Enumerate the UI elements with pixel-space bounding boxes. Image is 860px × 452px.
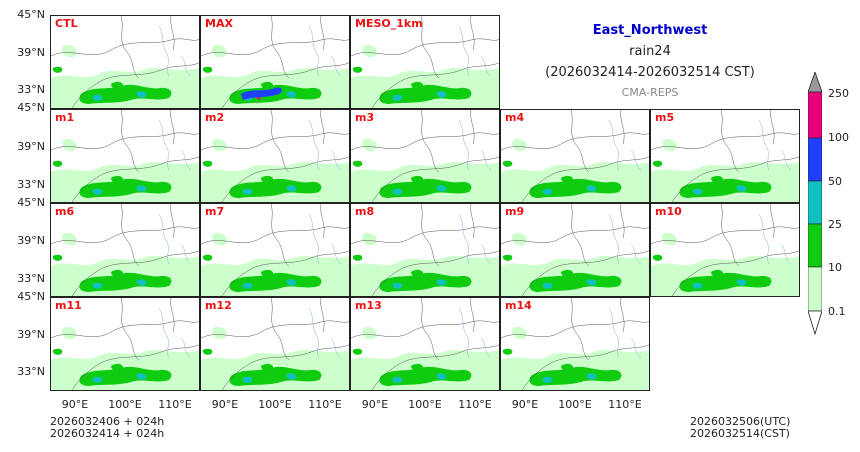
precip-map	[501, 298, 649, 390]
lon-label: 100°E	[258, 398, 292, 411]
colorbar-tick-label: 10	[828, 261, 842, 274]
lon-label: 110°E	[608, 398, 642, 411]
precip-map	[201, 298, 349, 390]
map-panel-ctl: CTL	[50, 15, 200, 109]
lat-label: 33°N	[17, 272, 45, 285]
lon-label: 110°E	[458, 398, 492, 411]
colorbar-bin-25-50	[807, 180, 823, 225]
map-panel-m4: m4	[500, 109, 650, 203]
panel-label: MAX	[205, 17, 233, 30]
map-panel-m9: m9	[500, 203, 650, 297]
map-panel-m1: m1	[50, 109, 200, 203]
precip-map	[651, 204, 799, 296]
lon-label: 110°E	[158, 398, 192, 411]
lat-label: 33°N	[17, 83, 45, 96]
lon-label: 100°E	[408, 398, 442, 411]
lat-label: 45°N	[17, 8, 45, 21]
panel-label: MESO_1km	[355, 17, 423, 30]
precip-map	[51, 204, 199, 296]
lat-label: 45°N	[17, 101, 45, 114]
lon-label: 100°E	[108, 398, 142, 411]
lon-label: 90°E	[511, 398, 539, 411]
model-title: CMA-REPS	[621, 86, 679, 99]
colorbar-tick-label: 25	[828, 218, 842, 231]
colorbar-bin-50-100	[807, 137, 823, 182]
map-panel-m14: m14	[500, 297, 650, 391]
panel-label: m8	[355, 205, 375, 218]
map-panel-m7: m7	[200, 203, 350, 297]
panel-label: m5	[655, 111, 675, 124]
precip-map	[351, 298, 499, 390]
map-panel-m10: m10	[650, 203, 800, 297]
lat-label: 39°N	[17, 46, 45, 59]
precip-map	[351, 110, 499, 202]
lon-label: 100°E	[558, 398, 592, 411]
panel-label: m7	[205, 205, 225, 218]
region-title: East_Northwest	[592, 23, 708, 38]
variable-title: rain24	[629, 44, 671, 59]
map-panel-m11: m11	[50, 297, 200, 391]
init-line-2: 2026032414 + 024h	[50, 427, 165, 440]
colorbar-tick-label: 100	[828, 131, 849, 144]
colorbar-tick-label: 0.1	[828, 305, 846, 318]
lon-label: 90°E	[211, 398, 239, 411]
panel-label: m10	[655, 205, 682, 218]
valid-time-cst: 2026032514(CST)	[690, 427, 790, 440]
precip-map	[201, 204, 349, 296]
panel-label: m1	[55, 111, 75, 124]
lat-label: 39°N	[17, 140, 45, 153]
init-time-info: 2026032406 + 024h 2026032414 + 024h	[50, 416, 164, 440]
period-title: (2026032414-2026032514 CST)	[545, 65, 755, 80]
lon-label: 90°E	[61, 398, 89, 411]
colorbar-extend-low	[807, 310, 823, 336]
panel-label: m4	[505, 111, 525, 124]
precip-map	[501, 204, 649, 296]
colorbar-bin-0.1-10	[807, 266, 823, 312]
lat-label: 33°N	[17, 365, 45, 378]
lat-label: 39°N	[17, 328, 45, 341]
lat-label: 45°N	[17, 196, 45, 209]
precip-map	[51, 298, 199, 390]
precip-map	[201, 16, 349, 108]
precip-map	[351, 204, 499, 296]
colorbar-extend-high	[807, 70, 823, 93]
colorbar	[807, 70, 823, 338]
map-panel-m5: m5	[650, 109, 800, 203]
panel-label: m13	[355, 299, 382, 312]
map-panel-m12: m12	[200, 297, 350, 391]
panel-label: m11	[55, 299, 82, 312]
panel-label: m2	[205, 111, 225, 124]
map-panel-m13: m13	[350, 297, 500, 391]
lat-label: 33°N	[17, 178, 45, 191]
colorbar-tick-label: 50	[828, 175, 842, 188]
lat-label: 39°N	[17, 234, 45, 247]
precip-map	[51, 110, 199, 202]
map-panel-m8: m8	[350, 203, 500, 297]
panel-label: m12	[205, 299, 232, 312]
precip-map	[351, 16, 499, 108]
valid-time-info: 2026032506(UTC) 2026032514(CST)	[690, 416, 790, 440]
map-panel-m2: m2	[200, 109, 350, 203]
colorbar-bin-10-25	[807, 223, 823, 268]
init-line-1: 2026032406 + 024h	[50, 415, 165, 428]
panel-label: CTL	[55, 17, 78, 30]
precip-map	[51, 16, 199, 108]
precip-map	[651, 110, 799, 202]
map-panel-m6: m6	[50, 203, 200, 297]
precip-map	[501, 110, 649, 202]
panel-label: m3	[355, 111, 375, 124]
panel-label: m9	[505, 205, 525, 218]
colorbar-bin-100-250	[807, 91, 823, 139]
map-panel-meso_1km: MESO_1km	[350, 15, 500, 109]
panel-label: m6	[55, 205, 75, 218]
valid-time-utc: 2026032506(UTC)	[690, 415, 791, 428]
lon-label: 90°E	[361, 398, 389, 411]
lat-label: 45°N	[17, 290, 45, 303]
panel-label: m14	[505, 299, 532, 312]
lon-label: 110°E	[308, 398, 342, 411]
precip-map	[201, 110, 349, 202]
map-panel-m3: m3	[350, 109, 500, 203]
colorbar-tick-label: 250	[828, 87, 849, 100]
map-panel-max: MAX	[200, 15, 350, 109]
